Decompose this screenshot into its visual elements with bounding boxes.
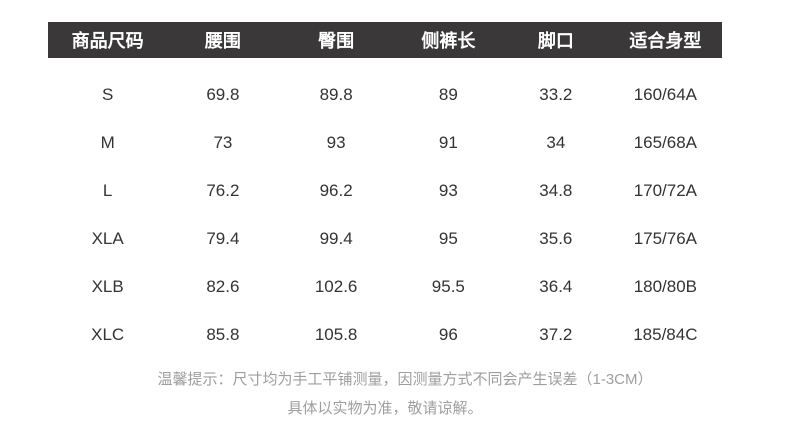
side-length-cell: 89 — [438, 85, 458, 104]
header-cell-waist: 腰围 — [204, 31, 241, 51]
table-header-row: 商品尺码 腰围 臀围 侧裤长 脚口 适合身型 — [48, 22, 722, 58]
fit-cell: 180/80B — [633, 277, 698, 296]
size-cell: XLB — [91, 277, 124, 296]
waist-cell: 82.6 — [206, 277, 240, 296]
side-length-cell: 96 — [438, 325, 458, 344]
measurement-note: 温馨提示：尺寸均为手工平铺测量，因测量方式不同会产生误差（1-3CM） 具体以实… — [48, 365, 722, 423]
size-cell: S — [101, 85, 114, 104]
leg-opening-cell: 34 — [546, 133, 566, 152]
leg-opening-cell: 36.4 — [539, 277, 573, 296]
header-cell-fit: 适合身型 — [629, 31, 702, 51]
table-row-xlb: XLB 82.6 102.6 95.5 36.4 180/80B — [48, 263, 722, 311]
side-length-cell: 93 — [438, 181, 458, 200]
side-length-cell: 95.5 — [431, 277, 465, 296]
side-length-cell: 95 — [438, 229, 458, 248]
side-length-cell: 91 — [438, 133, 458, 152]
fit-cell: 165/68A — [633, 133, 698, 152]
waist-cell: 79.4 — [206, 229, 240, 248]
leg-opening-cell: 37.2 — [539, 325, 573, 344]
size-table: 商品尺码 腰围 臀围 侧裤长 脚口 适合身型 S 69.8 89.8 89 33… — [48, 22, 722, 423]
table-body: S 69.8 89.8 89 33.2 160/64A M 73 93 91 3… — [48, 58, 722, 359]
size-cell: L — [102, 181, 113, 200]
note-line-2: 具体以实物为准，敬请谅解。 — [287, 400, 483, 417]
table-row-s: S 69.8 89.8 89 33.2 160/64A — [48, 71, 722, 119]
note-line-1: 温馨提示：尺寸均为手工平铺测量，因测量方式不同会产生误差（1-3CM） — [157, 371, 653, 388]
hip-cell: 99.4 — [319, 229, 353, 248]
fit-cell: 160/64A — [633, 85, 698, 104]
table-row-xla: XLA 79.4 99.4 95 35.6 175/76A — [48, 215, 722, 263]
header-cell-hip: 臀围 — [318, 31, 355, 51]
header-cell-leg-opening: 脚口 — [537, 31, 574, 51]
leg-opening-cell: 35.6 — [539, 229, 573, 248]
waist-cell: 69.8 — [206, 85, 240, 104]
hip-cell: 96.2 — [319, 181, 353, 200]
table-row-m: M 73 93 91 34 165/68A — [48, 119, 722, 167]
waist-cell: 85.8 — [206, 325, 240, 344]
header-cell-size: 商品尺码 — [71, 31, 144, 51]
hip-cell: 102.6 — [314, 277, 358, 296]
fit-cell: 175/76A — [633, 229, 698, 248]
leg-opening-cell: 33.2 — [539, 85, 573, 104]
hip-cell: 93 — [326, 133, 346, 152]
table-row-l: L 76.2 96.2 93 34.8 170/72A — [48, 167, 722, 215]
header-cell-side-length: 侧裤长 — [421, 31, 476, 51]
waist-cell: 73 — [213, 133, 233, 152]
table-row-xlc: XLC 85.8 105.8 96 37.2 185/84C — [48, 311, 722, 359]
fit-cell: 185/84C — [633, 325, 698, 344]
size-cell: XLA — [91, 229, 124, 248]
waist-cell: 76.2 — [206, 181, 240, 200]
size-cell: XLC — [91, 325, 125, 344]
hip-cell: 105.8 — [314, 325, 358, 344]
hip-cell: 89.8 — [319, 85, 353, 104]
leg-opening-cell: 34.8 — [539, 181, 573, 200]
size-cell: M — [100, 133, 115, 152]
fit-cell: 170/72A — [633, 181, 698, 200]
